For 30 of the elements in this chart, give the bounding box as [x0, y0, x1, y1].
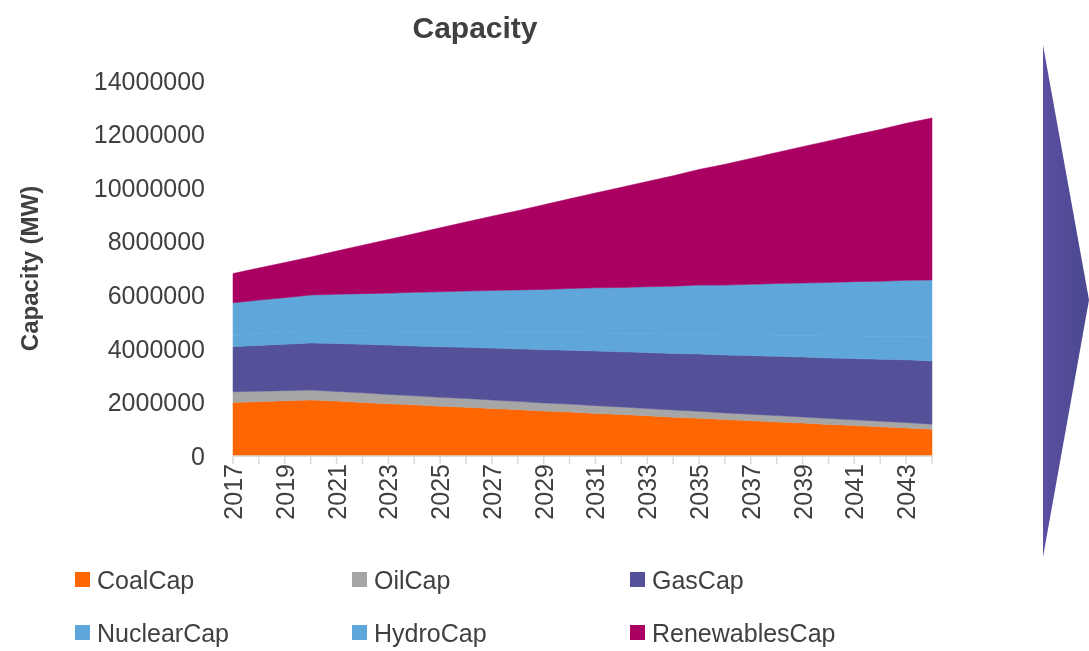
x-tick-label: 2035: [685, 464, 713, 520]
y-tick-label: 14000000: [93, 66, 205, 95]
x-tick-label: 2043: [892, 464, 921, 520]
legend-label: OilCap: [374, 565, 451, 594]
y-tick-label: 6000000: [107, 281, 205, 310]
x-tick-label: 2019: [270, 464, 299, 520]
legend-label: CoalCap: [97, 565, 195, 594]
y-tick-label: 12000000: [93, 120, 205, 149]
x-tick-label: 2025: [426, 464, 455, 520]
legend-label: GasCap: [652, 565, 744, 594]
chart-title: Capacity: [412, 11, 538, 44]
x-tick-label: 2021: [322, 464, 351, 520]
y-tick-label: 8000000: [107, 227, 205, 256]
x-tick-label: 2039: [788, 464, 817, 520]
x-tick-label: 2037: [736, 464, 765, 520]
x-tick-label: 2017: [219, 464, 247, 520]
x-tick-label: 2029: [529, 464, 558, 520]
y-tick-label: 2000000: [107, 388, 205, 417]
legend-label: RenewablesCap: [652, 618, 836, 647]
x-tick-label: 2023: [374, 464, 403, 520]
x-tick-label: 2041: [840, 464, 869, 520]
x-tick-label: 2031: [581, 464, 610, 520]
x-tick-label: 2027: [477, 464, 506, 520]
y-tick-label: 4000000: [107, 334, 205, 363]
x-tick-label: 2033: [633, 464, 662, 520]
y-axis-title: Capacity (MW): [16, 185, 43, 352]
legend-label: HydroCap: [374, 618, 487, 647]
legend-label: NuclearCap: [97, 618, 230, 647]
y-tick-label: 10000000: [93, 173, 205, 202]
y-tick-label: 0: [191, 441, 205, 470]
